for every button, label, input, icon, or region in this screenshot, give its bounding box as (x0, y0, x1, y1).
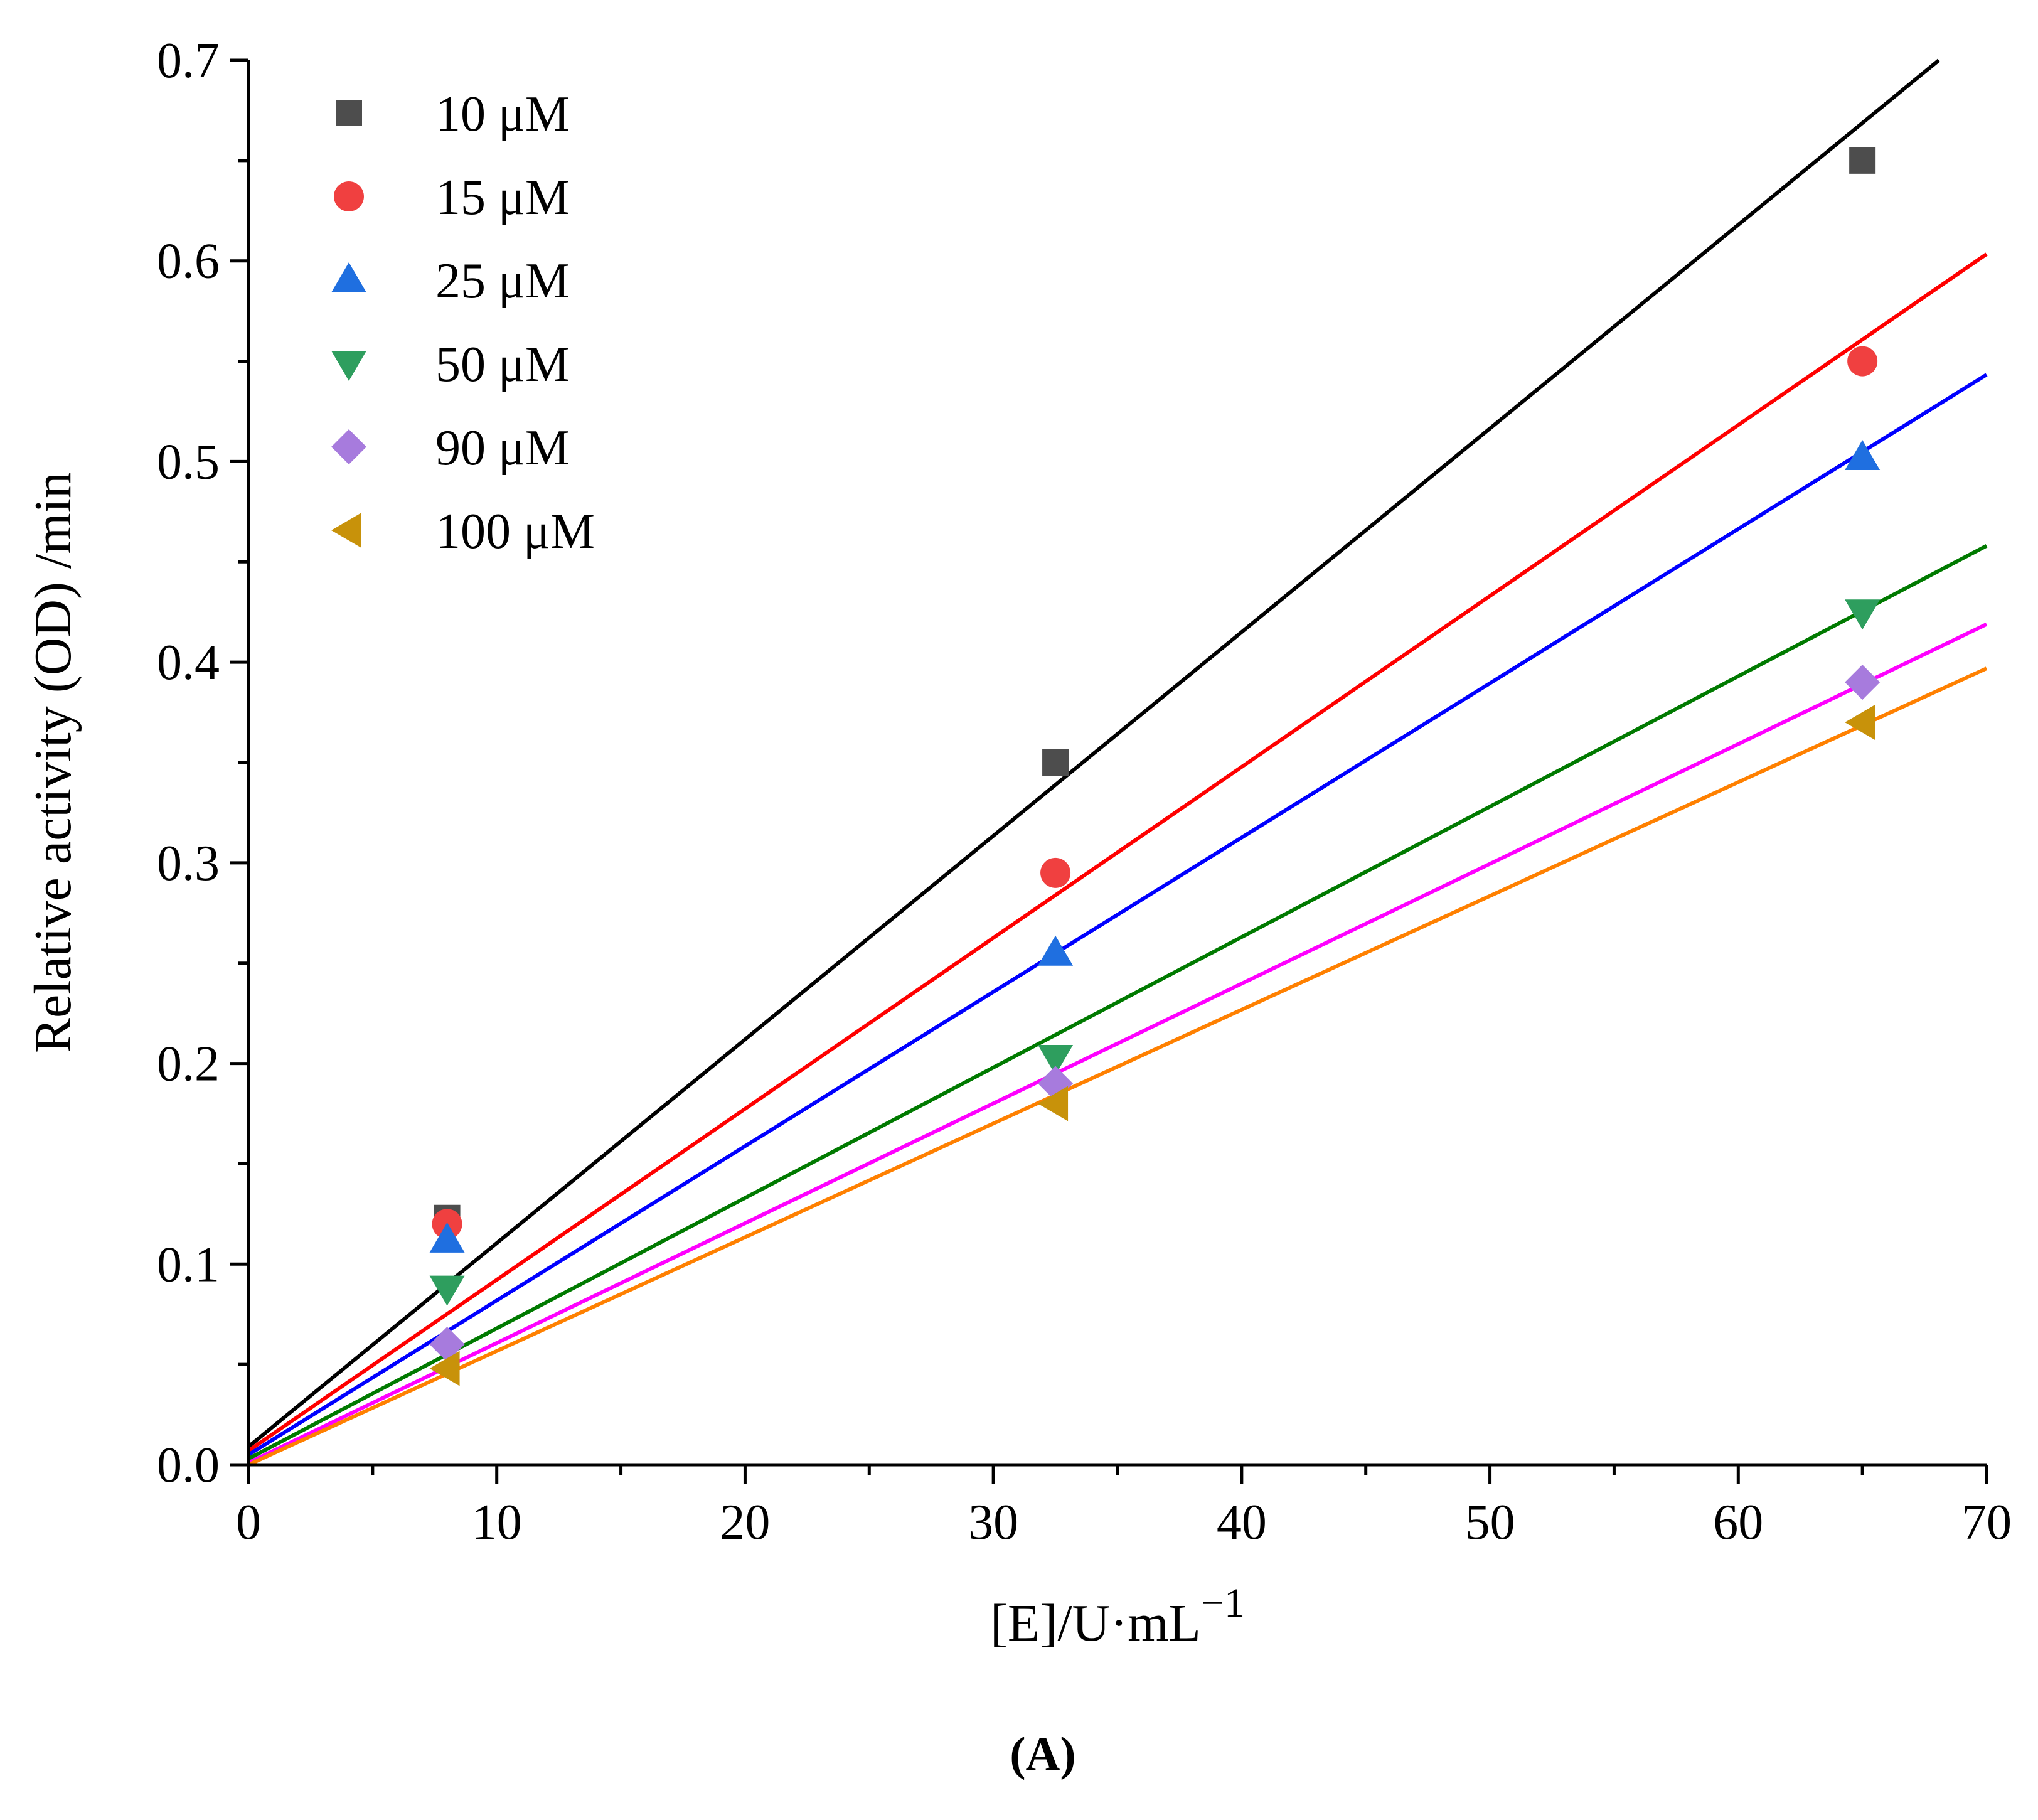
x-axis-title-main: [E]/U·mL (990, 1594, 1201, 1652)
legend-marker (331, 513, 361, 548)
y-tick-label: 0.3 (157, 836, 220, 891)
y-tick-label: 0.6 (157, 234, 220, 289)
y-tick-label: 0.1 (157, 1237, 220, 1292)
legend-marker (331, 262, 366, 292)
data-point (1038, 935, 1074, 966)
legend-marker (334, 181, 364, 211)
fit-line (247, 373, 1988, 1457)
fit-line (247, 252, 1988, 1453)
legend-marker (331, 429, 366, 464)
data-point (429, 1275, 465, 1306)
y-tick-label: 0.0 (157, 1438, 220, 1493)
x-tick-label: 0 (236, 1495, 261, 1550)
y-tick-label: 0.4 (157, 635, 220, 690)
data-point (429, 1222, 465, 1253)
x-tick-label: 40 (1217, 1495, 1267, 1550)
y-tick-label: 0.2 (157, 1037, 220, 1092)
legend: 10 μM 15 μM 25 μM 50 μM 90 μM 100 μM (331, 87, 595, 559)
y-axis-title: Relative activity (OD) /min (24, 472, 82, 1053)
fit-lines (247, 58, 1988, 1467)
legend-label: 90 μM (435, 420, 570, 476)
data-point (1845, 705, 1875, 741)
data-point (1845, 599, 1881, 630)
legend-marker (331, 351, 366, 381)
panel-label: (A) (1010, 1728, 1076, 1780)
legend-label: 100 μM (435, 504, 595, 559)
data-point (1847, 346, 1878, 377)
x-axis-title-superscript: −1 (1201, 1580, 1245, 1626)
data-point (429, 1351, 460, 1386)
x-tick-label: 70 (1961, 1495, 2012, 1550)
data-point (1845, 665, 1881, 700)
legend-label: 15 μM (435, 170, 570, 225)
data-point (1038, 1086, 1069, 1121)
x-tick-label: 20 (720, 1495, 770, 1550)
x-tick-label: 10 (472, 1495, 522, 1550)
fit-line (247, 544, 1988, 1461)
axes: 0 10 20 30 40 50 60 70 0.0 0.1 0.2 0.3 0.4 0.5 0.6 0.7 (157, 33, 2012, 1550)
legend-marker (336, 100, 362, 126)
data-markers (429, 147, 1881, 1386)
x-tick-label: 30 (968, 1495, 1018, 1550)
y-tick-label: 0.5 (157, 434, 220, 490)
data-point (1042, 749, 1069, 776)
fit-line (247, 666, 1988, 1467)
y-tick-label: 0.7 (157, 33, 220, 88)
data-point (1040, 857, 1071, 888)
fit-line (247, 58, 1940, 1448)
x-axis-title: [E]/U·mL−1 (990, 1580, 1245, 1652)
data-point (1038, 1044, 1074, 1075)
fit-line (247, 623, 1988, 1465)
x-tick-label: 50 (1465, 1495, 1515, 1550)
legend-label: 25 μM (435, 254, 570, 309)
data-point (1845, 440, 1881, 471)
x-tick-label: 60 (1713, 1495, 1763, 1550)
legend-label: 50 μM (435, 337, 570, 392)
legend-label: 10 μM (435, 87, 570, 142)
data-point (1849, 147, 1876, 174)
